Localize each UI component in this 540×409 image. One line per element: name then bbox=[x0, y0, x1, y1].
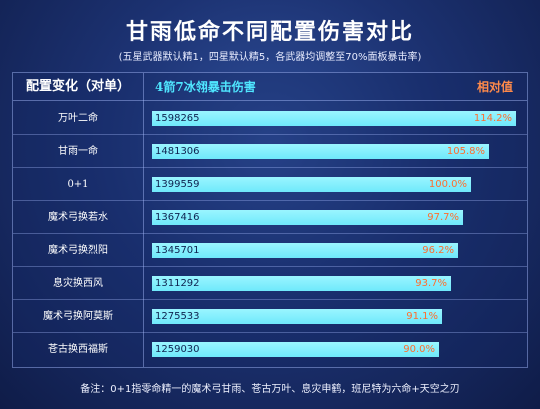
damage-bar bbox=[152, 243, 458, 258]
table-row: 甘雨一命 1481306 105.8% bbox=[13, 135, 527, 168]
damage-bar bbox=[152, 144, 489, 159]
row-label: 甘雨一命 bbox=[58, 146, 98, 157]
table-row: 苍古换西福斯 1259030 90.0% bbox=[13, 333, 527, 366]
relative-value: 100.0% bbox=[428, 179, 467, 190]
column-divider bbox=[143, 73, 144, 367]
damage-bar bbox=[152, 177, 471, 192]
damage-value: 1345701 bbox=[155, 245, 200, 256]
damage-value: 1481306 bbox=[155, 146, 200, 157]
damage-bar bbox=[152, 210, 463, 225]
table-row: 0+1 1399559 100.0% bbox=[13, 168, 527, 201]
damage-bar bbox=[152, 111, 516, 126]
damage-value: 1311292 bbox=[155, 278, 200, 289]
row-label: 苍古换西福斯 bbox=[48, 344, 108, 355]
header-damage: 4箭7冰翎暴击伤害 bbox=[155, 80, 256, 94]
chart-title: 甘雨低命不同配置伤害对比 bbox=[125, 20, 414, 45]
damage-bar bbox=[152, 309, 442, 324]
row-label: 息灾换西风 bbox=[53, 278, 103, 289]
header-config: 配置变化（对单） bbox=[25, 79, 130, 94]
row-label: 魔术弓换阿莫斯 bbox=[43, 311, 113, 322]
damage-bar bbox=[152, 342, 439, 357]
relative-value: 114.2% bbox=[473, 113, 512, 124]
table-row: 息灾换西风 1311292 93.7% bbox=[13, 267, 527, 300]
row-label: 魔术弓换烈阳 bbox=[48, 245, 108, 256]
relative-value: 93.7% bbox=[415, 278, 447, 289]
damage-value: 1367416 bbox=[155, 212, 200, 223]
damage-value: 1598265 bbox=[155, 113, 200, 124]
row-label: 魔术弓换若水 bbox=[48, 212, 108, 223]
relative-value: 97.7% bbox=[427, 212, 459, 223]
damage-value: 1275533 bbox=[155, 311, 200, 322]
damage-value: 1259030 bbox=[155, 344, 200, 355]
table-row: 魔术弓换阿莫斯 1275533 91.1% bbox=[13, 300, 527, 333]
footnote: 备注：0+1指零命精一的魔术弓甘雨、苍古万叶、息灾申鹤，班尼特为六命+天空之刃 bbox=[80, 384, 460, 395]
header-relative: 相对值 bbox=[476, 80, 513, 94]
row-label: 0+1 bbox=[67, 179, 89, 190]
relative-value: 105.8% bbox=[446, 146, 485, 157]
row-label: 万叶二命 bbox=[58, 113, 98, 124]
damage-value: 1399559 bbox=[155, 179, 200, 190]
table-row: 魔术弓换若水 1367416 97.7% bbox=[13, 201, 527, 234]
table-row: 魔术弓换烈阳 1345701 96.2% bbox=[13, 234, 527, 267]
comparison-table: 配置变化（对单） 4箭7冰翎暴击伤害 相对值 万叶二命 1598265 114.2%… bbox=[12, 72, 528, 368]
relative-value: 91.1% bbox=[406, 311, 438, 322]
relative-value: 96.2% bbox=[422, 245, 454, 256]
chart-subtitle: (五星武器默认精1，四星默认精5，各武器均调整至70%面板暴击率) bbox=[118, 52, 422, 63]
damage-bar bbox=[152, 276, 451, 291]
relative-value: 90.0% bbox=[403, 344, 435, 355]
table-row: 万叶二命 1598265 114.2% bbox=[13, 102, 527, 135]
table-header: 配置变化（对单） 4箭7冰翎暴击伤害 相对值 bbox=[13, 73, 527, 101]
